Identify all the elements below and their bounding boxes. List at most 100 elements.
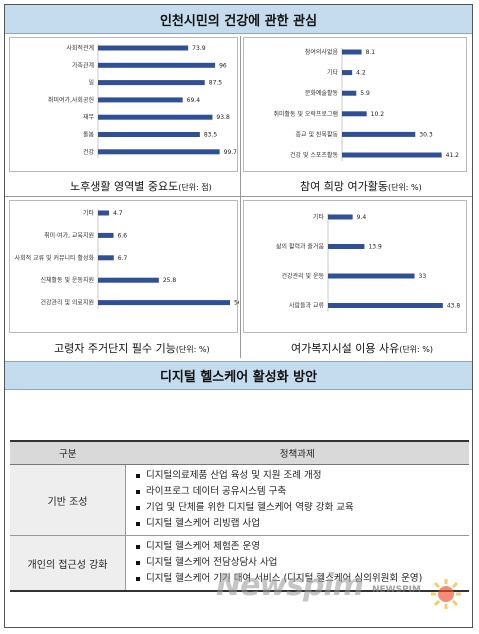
chart-panel-3: 기타 4.7 취미·여가, 교육지원 6.6 사회적 교류 및 커뮤니티 활성화 6.7 신… bbox=[9, 200, 239, 333]
bar bbox=[98, 114, 213, 120]
bar bbox=[98, 80, 205, 86]
list-item: 디지털의료제품 산업 육성 및 지원 조례 개정 bbox=[136, 468, 463, 484]
bar bbox=[98, 149, 220, 155]
bar bbox=[98, 132, 200, 137]
category-label: 가족관계 bbox=[72, 61, 94, 69]
bar bbox=[342, 131, 416, 137]
category-label: 취미여가,사회공헌 bbox=[48, 96, 94, 104]
chart-housing: 기타 4.7 취미·여가, 교육지원 6.6 사회적 교류 및 커뮤니티 활성화 6.7 신… bbox=[15, 209, 239, 309]
value-label: 6.7 bbox=[118, 255, 128, 262]
category-label: 돌봄 bbox=[83, 132, 95, 139]
category-label: 사회적관계 bbox=[66, 44, 94, 52]
category-label: 사회적 교류 및 커뮤니티 활성화 bbox=[15, 254, 95, 262]
category-label: 사람들과 교류 bbox=[289, 302, 325, 310]
list-item: 디지털 헬스케어 전담상담사 사업 bbox=[136, 555, 463, 571]
row-items: 디지털 헬스케어 체험존 운영 디지털 헬스케어 전담상담사 사업 디지털 헬스… bbox=[125, 535, 469, 592]
bar bbox=[342, 49, 362, 55]
list-item: 기업 및 단체를 위한 디지털 헬스케어 역량 강화 교육 bbox=[136, 500, 463, 516]
category-label: 건강관리 및 운동 bbox=[282, 272, 325, 280]
chart-panel-4: 기타 9.4 삶의 활력과 즐거움 13.9 건강관리 및 운동 33 사람들과 교류 43.… bbox=[243, 200, 467, 333]
bar bbox=[98, 210, 110, 216]
bar bbox=[98, 277, 159, 283]
bar bbox=[328, 214, 353, 220]
bar bbox=[98, 300, 230, 306]
value-label: 4.7 bbox=[113, 210, 123, 217]
bar bbox=[342, 70, 353, 76]
category-label: 건강 및 스포츠활동 bbox=[290, 151, 338, 159]
category-label: 일 bbox=[88, 79, 94, 87]
bar bbox=[342, 152, 442, 158]
policy-table: 구분 정책과제 기반 조성 디지털의료제품 산업 육성 및 지원 조례 개정 라… bbox=[10, 440, 469, 592]
value-label: 93.8 bbox=[216, 114, 230, 121]
category-label: 건강관리 및 의료지원 bbox=[41, 299, 95, 307]
category-label: 문화예술활동 bbox=[305, 89, 339, 97]
bar bbox=[98, 232, 114, 238]
bar bbox=[328, 273, 415, 279]
value-label: 30.3 bbox=[419, 131, 433, 138]
category-label: 건강 bbox=[83, 148, 95, 156]
row-category: 개인의 접근성 강화 bbox=[10, 535, 126, 592]
chart-caption-3: 고령자 주거단지 필수 기능(단위: %) bbox=[54, 342, 210, 355]
category-label: 기타 bbox=[83, 209, 95, 217]
chart-caption-1: 노후생활 영역별 중요도(단위: 점) bbox=[70, 180, 212, 193]
list-item: 디지털 헬스케어 리빙랩 사업 bbox=[136, 516, 463, 532]
value-label: 33 bbox=[419, 273, 427, 280]
row-items: 디지털의료제품 산업 육성 및 지원 조례 개정 라이프로그 데이터 공유시스템… bbox=[125, 464, 469, 536]
row-category: 기반 조성 bbox=[10, 464, 126, 536]
value-label: 9.4 bbox=[357, 214, 367, 221]
chart-caption-2: 참여 희망 여가활동(단위: %) bbox=[300, 180, 422, 193]
category-label: 삶의 활력과 즐거움 bbox=[276, 243, 324, 251]
bar bbox=[98, 255, 114, 261]
list-item: 라이프로그 데이터 공유시스템 구축 bbox=[136, 484, 463, 500]
bar bbox=[342, 111, 367, 117]
watermark-text: Newspim bbox=[216, 568, 364, 603]
category-label: 종교 및 친목활동 bbox=[296, 130, 339, 138]
mid-banner: 디지털 헬스케어 활성화 방안 bbox=[5, 361, 472, 390]
category-label: 재무 bbox=[83, 113, 95, 121]
value-label: 8.1 bbox=[366, 49, 376, 56]
value-label: 69.4 bbox=[187, 97, 201, 104]
chart-welfare: 기타 9.4 삶의 활력과 즐거움 13.9 건강관리 및 운동 33 사람들과 교류 43.… bbox=[276, 213, 461, 312]
category-label: 기타 bbox=[327, 69, 339, 77]
value-label: 87.5 bbox=[209, 80, 223, 87]
value-label: 56 bbox=[234, 300, 239, 307]
chart-panel-2: 참여의사없음 8.1 기타 4.2 문화예술활동 5.9 취미활동 및 오락프로그램 10.2… bbox=[243, 37, 467, 172]
value-label: 10.2 bbox=[371, 111, 385, 118]
bar bbox=[328, 244, 365, 249]
list-item: 디지털 헬스케어 체험존 운영 bbox=[136, 539, 463, 555]
value-label: 96 bbox=[219, 62, 227, 69]
value-label: 41.2 bbox=[446, 152, 460, 159]
value-label: 13.9 bbox=[368, 244, 382, 251]
value-label: 43.8 bbox=[447, 303, 461, 310]
chart-importance: 사회적관계 73.9 가족관계 96 일 87.5 취미여가,사회공헌 69.4 재무 93.8 돌… bbox=[48, 44, 238, 158]
table-header-category: 구분 bbox=[10, 440, 126, 465]
value-label: 6.6 bbox=[118, 232, 128, 239]
column-divider bbox=[240, 36, 241, 358]
bar bbox=[98, 62, 216, 68]
value-label: 83.5 bbox=[204, 132, 218, 139]
category-label: 기타 bbox=[313, 213, 325, 221]
bar bbox=[342, 90, 357, 96]
table-row: 기반 조성 디지털의료제품 산업 육성 및 지원 조례 개정 라이프로그 데이터… bbox=[10, 464, 469, 536]
value-label: 25.8 bbox=[163, 277, 177, 284]
sun-logo-icon bbox=[431, 579, 461, 609]
category-label: 참여의사없음 bbox=[305, 48, 339, 56]
list-item: 디지털 헬스케어 기기 대여 서비스 (디지털 헬스케어 심의위원회 운영) bbox=[136, 571, 463, 587]
bar bbox=[98, 45, 189, 51]
chart-caption-4: 여가복지시설 이용 사유(단위: %) bbox=[291, 342, 434, 355]
chart-leisure: 참여의사없음 8.1 기타 4.2 문화예술활동 5.9 취미활동 및 오락프로그램 10.2… bbox=[273, 48, 460, 161]
table-header-policy: 정책과제 bbox=[125, 440, 469, 465]
table-row: 개인의 접근성 강화 디지털 헬스케어 체험존 운영 디지털 헬스케어 전담상담… bbox=[10, 535, 469, 592]
bar bbox=[98, 97, 183, 103]
grid-divider bbox=[5, 196, 472, 197]
value-label: 4.2 bbox=[356, 70, 366, 77]
value-label: 73.9 bbox=[192, 45, 206, 52]
bar bbox=[328, 303, 443, 308]
value-label: 5.9 bbox=[360, 90, 370, 97]
category-label: 신체활동 및 운동지원 bbox=[41, 276, 95, 284]
category-label: 취미·여가, 교육지원 bbox=[44, 231, 94, 239]
top-banner: 인천시민의 건강에 관한 관심 bbox=[5, 5, 472, 34]
watermark-small-text: NEWSPIM bbox=[372, 585, 421, 595]
chart-panel-1: 사회적관계 73.9 가족관계 96 일 87.5 취미여가,사회공헌 69.4 재무 93.8 돌… bbox=[9, 37, 238, 172]
value-label: 99.7 bbox=[224, 149, 238, 156]
